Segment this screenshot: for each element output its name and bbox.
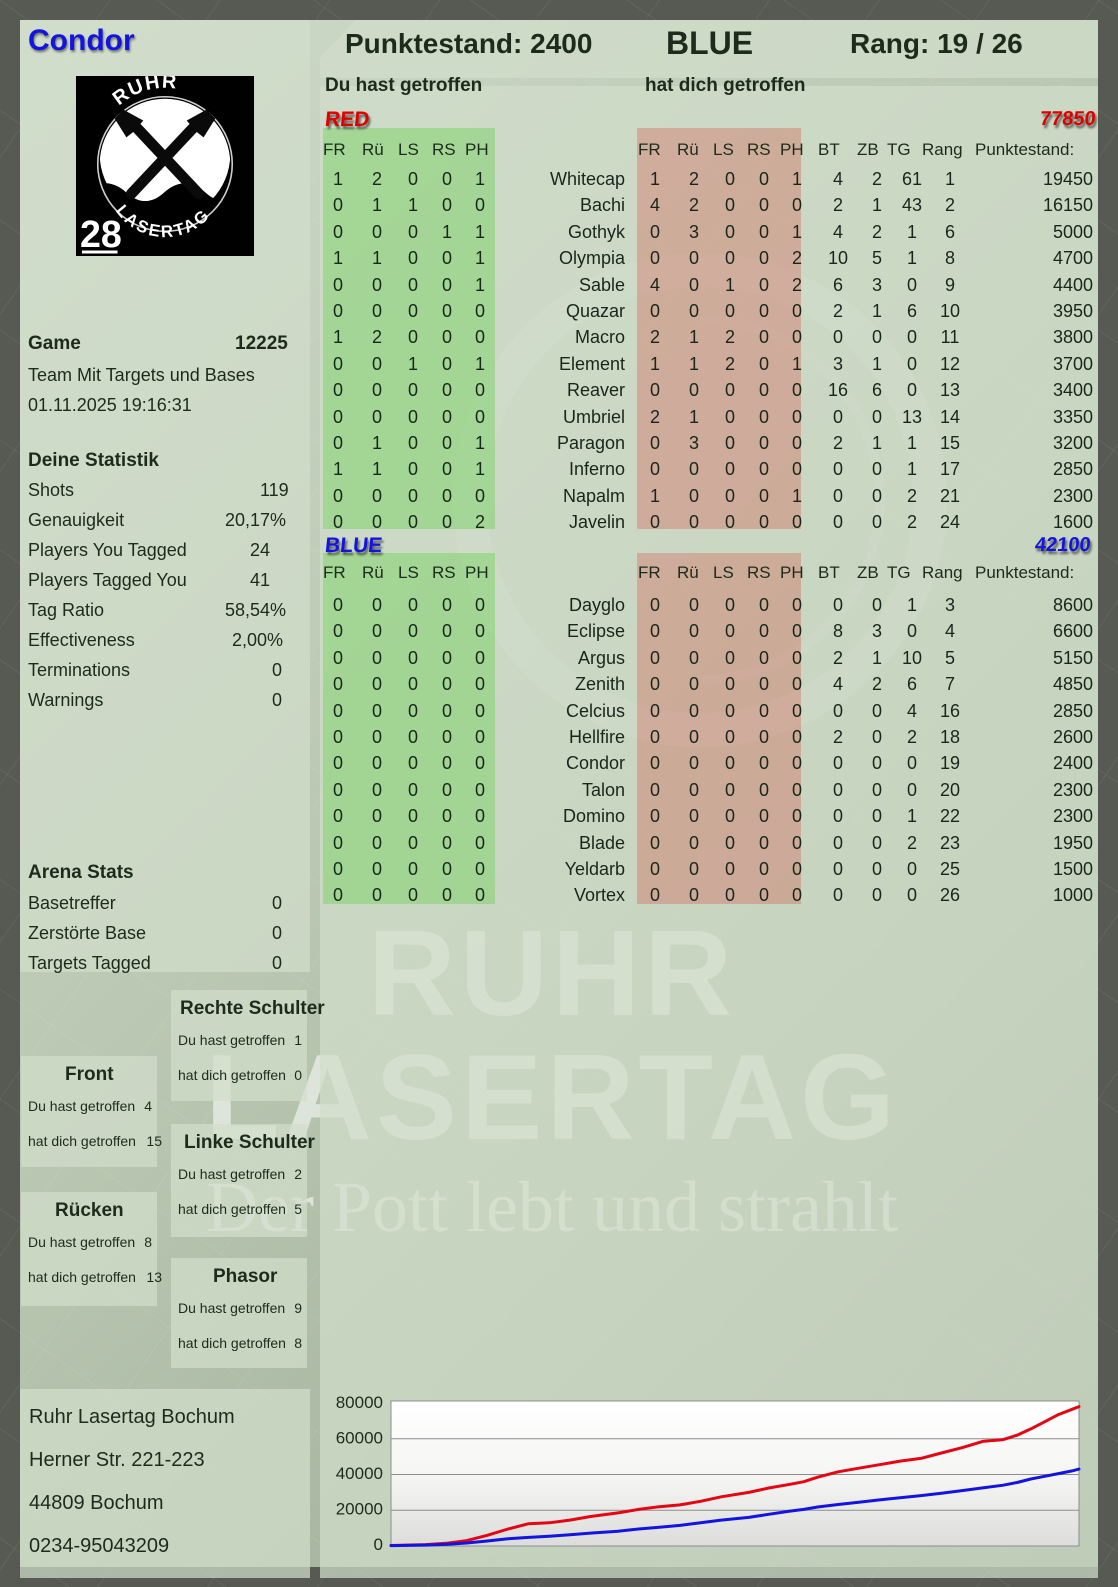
svg-text:28: 28 <box>80 213 122 255</box>
